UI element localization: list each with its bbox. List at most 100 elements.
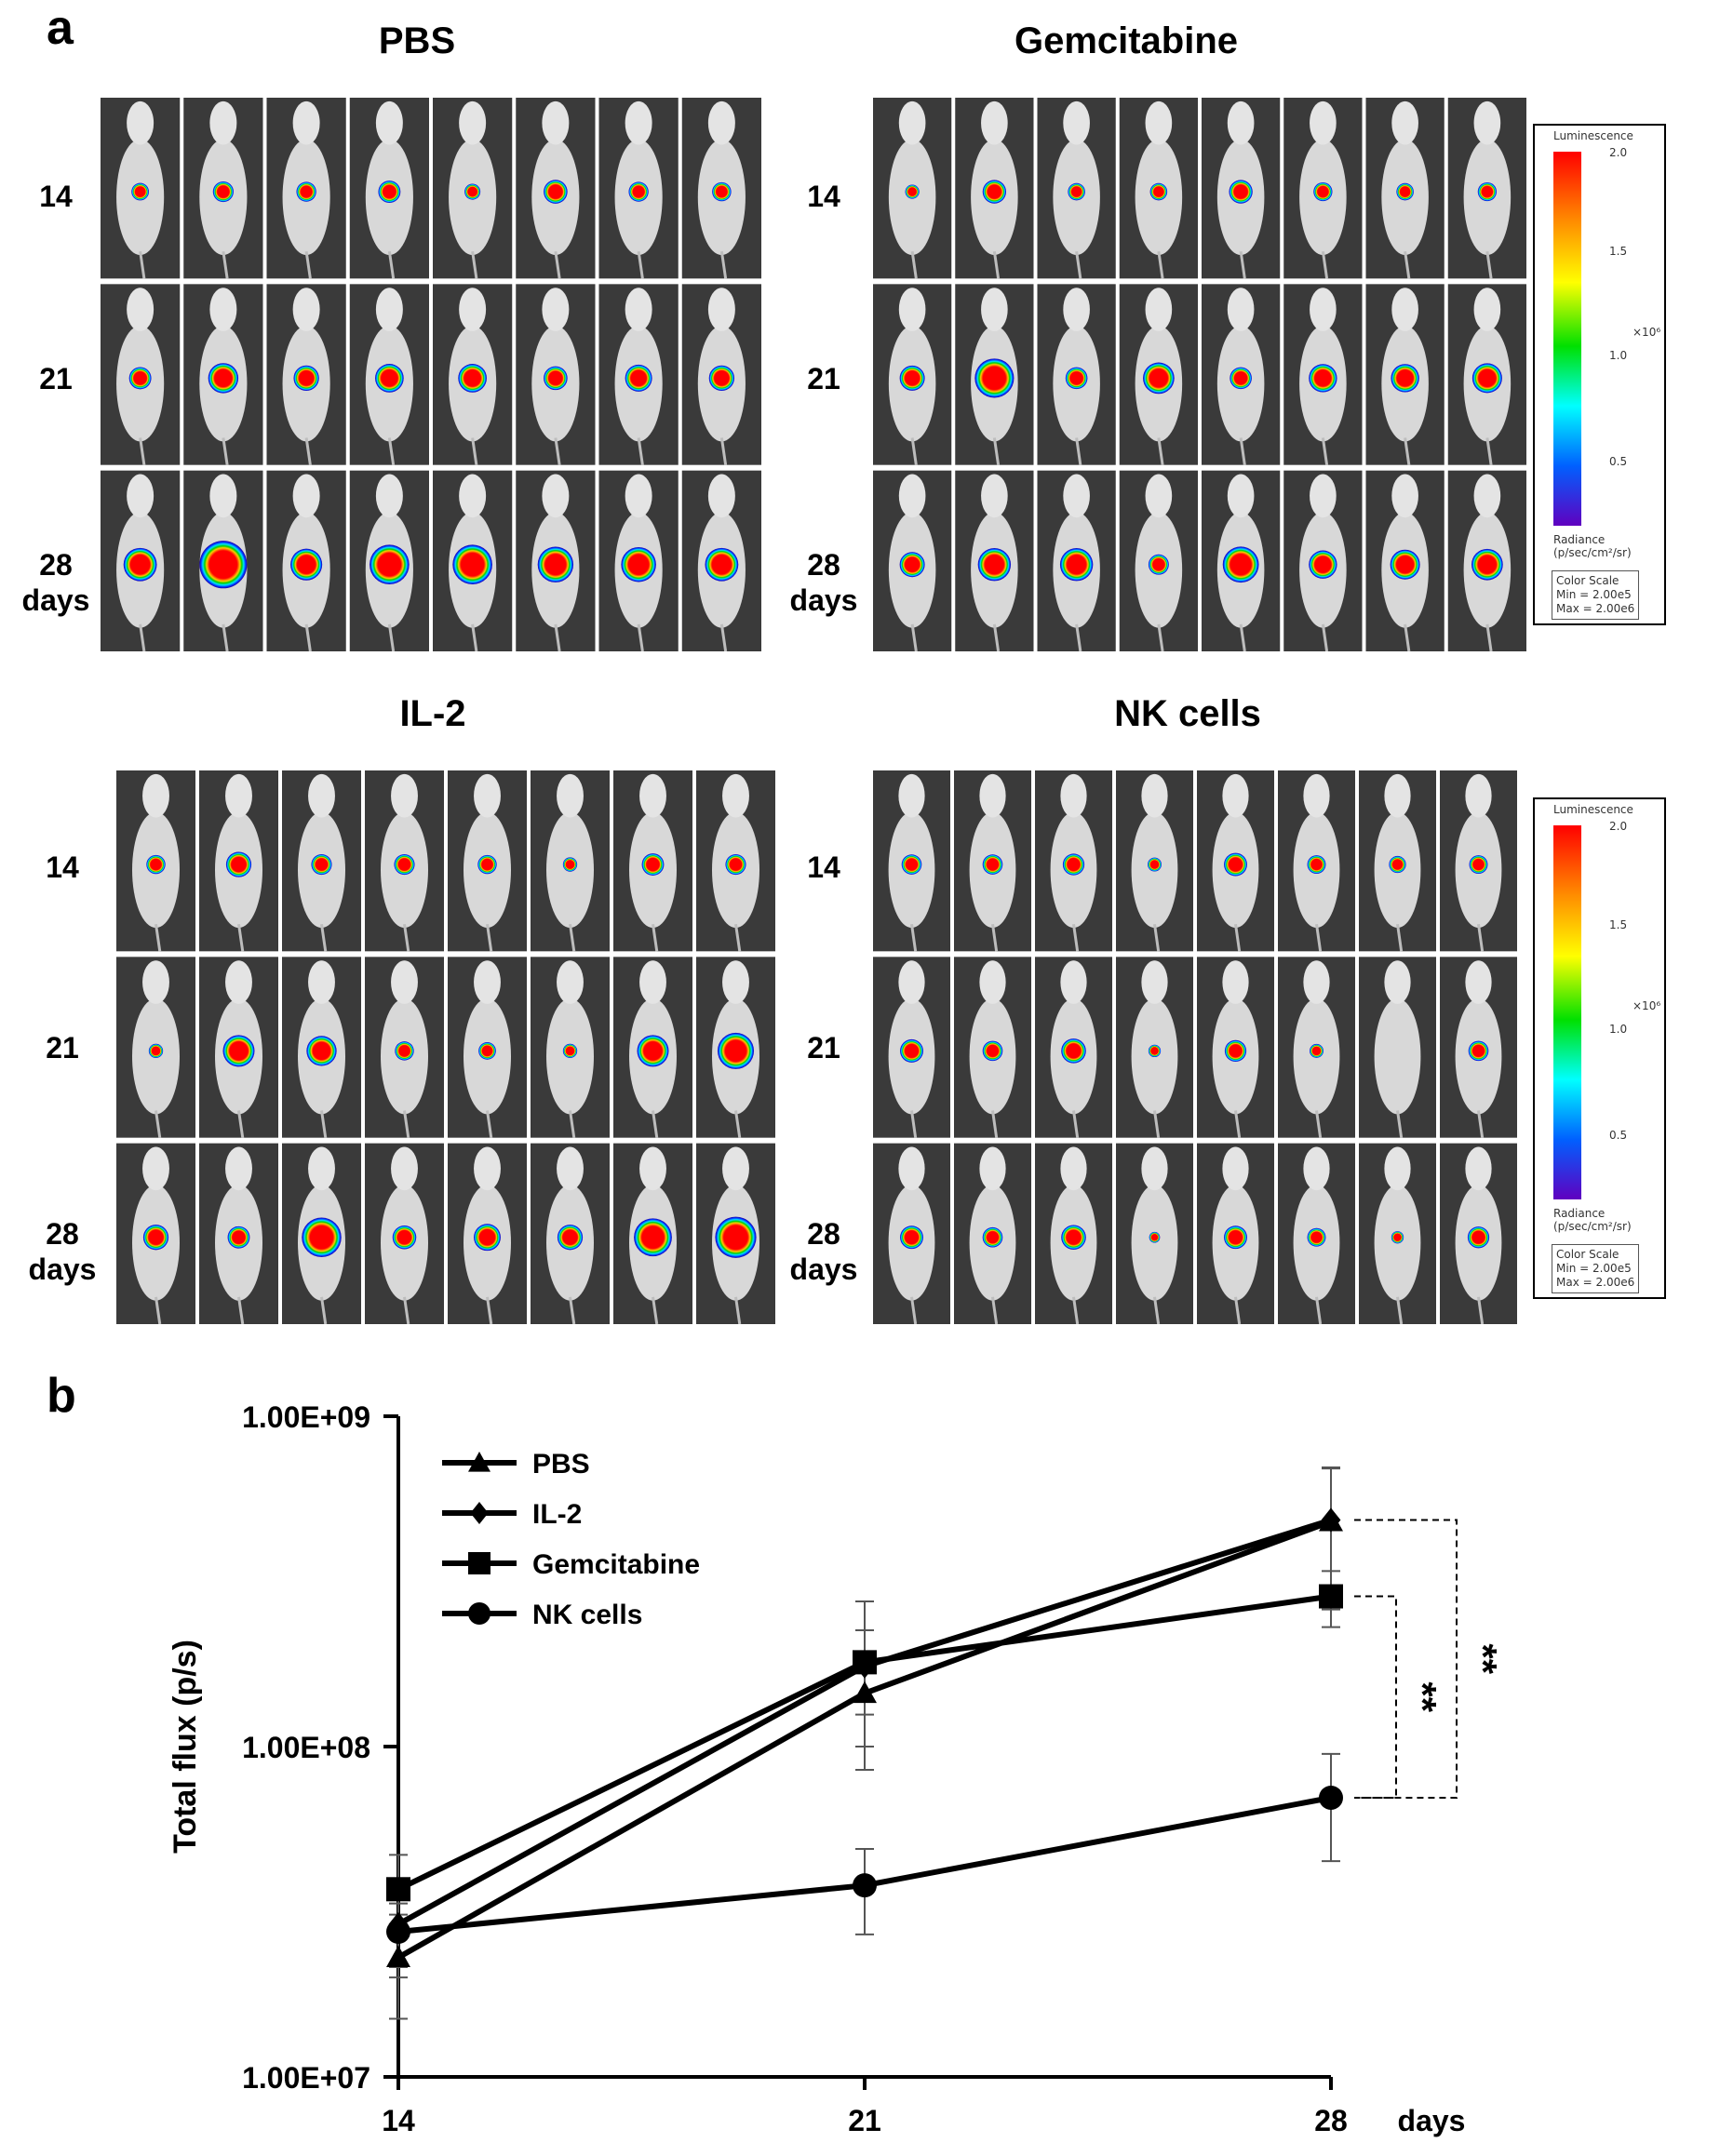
mouse-tail (304, 250, 312, 279)
mouse-image-cell (1447, 470, 1526, 652)
mouse-tail (1315, 1296, 1323, 1325)
image-grid-gemcitabine (873, 98, 1526, 652)
mouse-image-cell (1365, 284, 1445, 465)
diamond-marker (470, 1502, 489, 1524)
group-title-il2: IL-2 (399, 693, 466, 734)
mouse-tail (320, 1110, 328, 1138)
luminescence-signal (977, 548, 1012, 582)
mouse-head (1384, 773, 1411, 818)
day-label-unit: days (789, 583, 858, 617)
mouse-image-cell (681, 284, 761, 465)
luminescence-signal (1307, 855, 1326, 875)
mouse-image-cell (873, 770, 950, 952)
luminescence-signal (477, 854, 497, 875)
luminescence-signal (544, 366, 568, 391)
mouse-head (639, 960, 666, 1004)
luminescence-signal (905, 184, 920, 199)
luminescence-signal (1143, 362, 1175, 395)
luminescence-signal (899, 365, 925, 391)
luminescence-signal (544, 180, 568, 204)
mouse-image-cell (1278, 1143, 1355, 1325)
mouse-head (1227, 288, 1255, 331)
mouse-head (639, 773, 666, 818)
colorbar-unit: (p/sec/cm²/sr) (1553, 1220, 1632, 1233)
mouse-tail (1477, 1296, 1485, 1325)
mouse-tail (992, 437, 1001, 465)
mouse-tail (991, 1296, 999, 1325)
image-grid-il2 (116, 770, 775, 1325)
luminescence-signal (148, 1043, 164, 1059)
mouse-head (375, 100, 403, 145)
day-label-28: 28 days (20, 1216, 104, 1287)
bracket-line (1354, 1519, 1458, 1799)
mouse-head (1473, 288, 1501, 331)
mouse-image-cell (681, 470, 761, 652)
mouse-head (1060, 960, 1087, 1004)
square-marker (1319, 1584, 1343, 1609)
mouse-head (707, 474, 735, 518)
mouse-head (542, 100, 570, 145)
mouse-head (142, 773, 169, 818)
luminescence-signal (1230, 367, 1252, 390)
day-label-21: 21 (807, 362, 840, 395)
mouse-head (308, 773, 335, 818)
colorbar-unit: Radiance (1553, 533, 1606, 546)
luminescence-signal (1396, 182, 1414, 201)
luminescence-signal (1148, 1044, 1162, 1058)
mouse-head (1060, 1146, 1087, 1191)
colorbar-tick: 2.0 (1609, 146, 1628, 159)
mouse-head (142, 1146, 169, 1191)
luminescence-signal (725, 854, 746, 876)
mouse-head (1391, 100, 1418, 145)
x-axis-label: days (1398, 2104, 1466, 2137)
mouse-image-cell (116, 957, 195, 1138)
mouse-image-cell (1359, 1143, 1436, 1325)
group-title-pbs: PBS (378, 20, 456, 61)
mouse-head (898, 773, 925, 818)
color-scale-title: Color Scale (1556, 574, 1619, 587)
mouse-image-cell (1283, 98, 1363, 279)
mouse-image-cell (1119, 470, 1198, 652)
mouse-image-cell (101, 470, 181, 652)
mouse-head (1063, 100, 1090, 145)
luminescence-signal (641, 853, 665, 876)
mouse-tail (1072, 923, 1080, 952)
luminescence-signal (394, 854, 415, 876)
colorbar-gradient (1553, 152, 1581, 526)
mouse-head (979, 960, 1006, 1004)
mouse-head (1465, 1146, 1492, 1191)
mouse-head (981, 100, 1008, 145)
luminescence-signal (1062, 853, 1085, 876)
image-grid-nk-cells (873, 770, 1517, 1325)
luminescence-signal (557, 1225, 584, 1251)
mouse-head (707, 100, 735, 145)
colorbar-tick: 1.5 (1609, 245, 1628, 258)
mouse-image-cell (1359, 770, 1436, 952)
mouse-head (898, 1146, 925, 1191)
mouse-tail (992, 250, 1001, 279)
mouse-head (1222, 1146, 1249, 1191)
luminescence-signal (982, 1040, 1003, 1062)
mouse-image-cell (1035, 957, 1112, 1138)
day-label-number: 28 (46, 1217, 79, 1251)
mouse-tail (1404, 623, 1411, 652)
day-label-28: 28 days (782, 1216, 866, 1287)
mouse-tail (1234, 1296, 1242, 1325)
luminescence-signal (717, 1032, 755, 1069)
mouse-head (292, 100, 320, 145)
luminescence-signal (1391, 1231, 1404, 1244)
luminescence-signal (1391, 364, 1419, 393)
luminescence-signal (1068, 182, 1085, 201)
mouse-head (127, 288, 155, 331)
luminescence-signal (478, 1042, 496, 1060)
mouse-head (898, 960, 925, 1004)
colorbar-tick: 0.5 (1609, 1129, 1628, 1142)
mouse-head (557, 960, 584, 1004)
image-grid-pbs (101, 98, 761, 652)
mouse-tail (991, 923, 999, 952)
mouse-head (979, 1146, 1006, 1191)
mouse-tail (652, 923, 659, 952)
luminescence-signal (705, 547, 739, 582)
mouse-image-cell (954, 1143, 1031, 1325)
mouse-tail (1157, 250, 1164, 279)
